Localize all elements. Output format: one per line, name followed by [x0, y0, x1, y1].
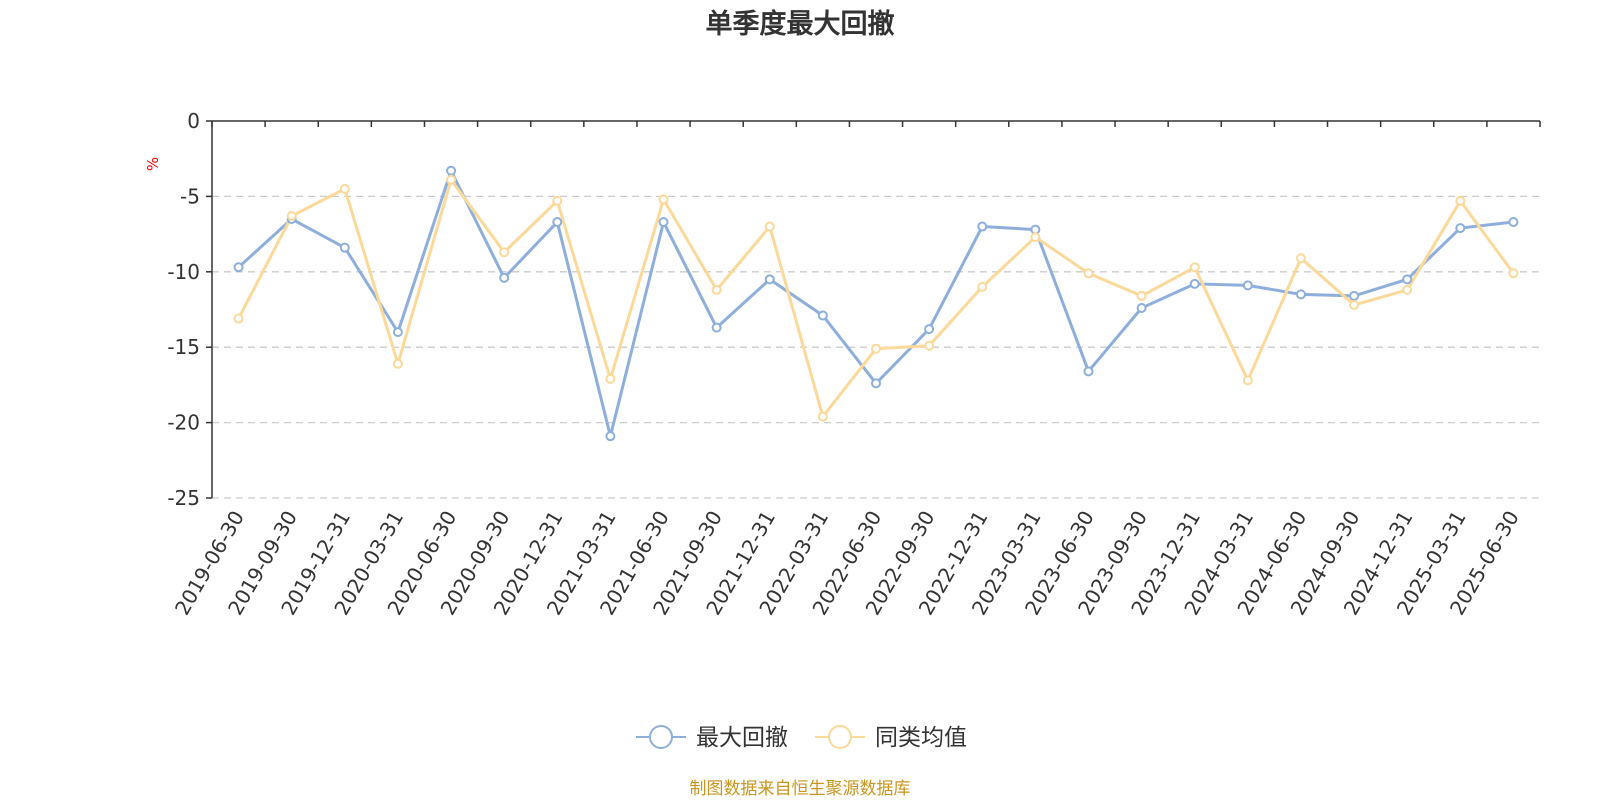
data-point	[1349, 290, 1360, 301]
data-point	[1402, 274, 1413, 285]
data-point	[552, 195, 563, 206]
data-point	[924, 324, 935, 335]
legend-label: 最大回撤	[696, 725, 788, 751]
data-point	[658, 217, 669, 228]
data-point	[499, 247, 510, 258]
data-point	[1030, 232, 1041, 243]
data-point	[1189, 278, 1200, 289]
data-point	[977, 221, 988, 232]
data-point	[499, 272, 510, 283]
data-point	[1136, 290, 1147, 301]
data-point	[446, 165, 457, 176]
data-point	[605, 431, 616, 442]
legend-item-2[interactable]: 同类均值	[815, 725, 967, 751]
data-point	[1295, 289, 1306, 300]
data-point	[924, 340, 935, 351]
chart-title: 单季度最大回撤	[706, 8, 895, 40]
data-point	[871, 378, 881, 389]
legend-item-1[interactable]: 最大回撤	[636, 725, 788, 751]
legend-marker	[649, 725, 673, 749]
legend-marker	[828, 725, 852, 749]
data-point	[233, 313, 244, 324]
data-point	[392, 358, 403, 369]
y-tick-label: 0	[187, 109, 200, 133]
data-point	[1136, 302, 1147, 313]
data-point	[1455, 195, 1466, 206]
data-source-footnote: 制图数据来自恒生聚源数据库	[690, 779, 911, 799]
legend-label: 同类均值	[875, 725, 967, 751]
data-point	[1242, 280, 1253, 291]
data-point	[1189, 262, 1200, 273]
data-point	[711, 284, 722, 295]
data-point	[1402, 284, 1413, 295]
y-tick-label: -5	[180, 184, 200, 208]
data-point	[552, 217, 563, 228]
y-axis-unit-label: %	[144, 157, 162, 171]
y-tick-label: -10	[167, 260, 200, 284]
data-point	[286, 211, 297, 222]
data-point	[1242, 375, 1253, 386]
legend[interactable]: 最大回撤 同类均值	[636, 725, 967, 751]
data-point	[711, 322, 722, 333]
data-point	[1295, 253, 1306, 264]
data-point	[817, 411, 828, 422]
data-point	[1349, 299, 1360, 310]
data-point	[1455, 223, 1466, 234]
series-line-1	[237, 169, 1514, 438]
y-tick-label: -15	[167, 335, 200, 359]
data-point	[817, 310, 828, 321]
data-point	[392, 327, 403, 338]
data-point	[339, 183, 350, 194]
data-point	[871, 343, 881, 354]
data-point	[1083, 366, 1094, 377]
axes: 0-5-10-15-20-252019-06-302019-09-302019-…	[167, 109, 1541, 619]
data-point	[977, 281, 988, 292]
data-point	[1508, 268, 1519, 279]
data-point	[764, 221, 775, 232]
data-point	[446, 174, 457, 185]
y-tick-label: -25	[167, 486, 200, 510]
data-point	[233, 262, 244, 273]
data-point	[339, 242, 350, 253]
data-point	[1508, 217, 1519, 228]
series-lines	[233, 165, 1519, 442]
data-point	[658, 194, 669, 205]
data-point	[764, 274, 775, 285]
data-point	[605, 373, 616, 384]
data-point	[1083, 268, 1094, 279]
y-tick-label: -20	[167, 411, 200, 435]
